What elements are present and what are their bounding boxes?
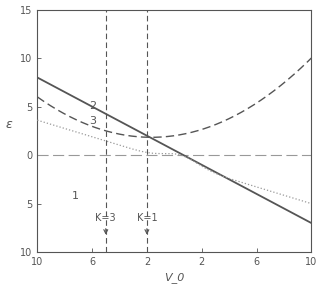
Text: 3: 3 <box>89 116 96 126</box>
Text: 1: 1 <box>71 191 78 201</box>
Text: 2: 2 <box>89 101 97 110</box>
X-axis label: V_0: V_0 <box>164 273 184 284</box>
Text: K=3: K=3 <box>96 213 116 234</box>
Text: K=1: K=1 <box>137 213 157 234</box>
Y-axis label: ε: ε <box>5 118 12 131</box>
